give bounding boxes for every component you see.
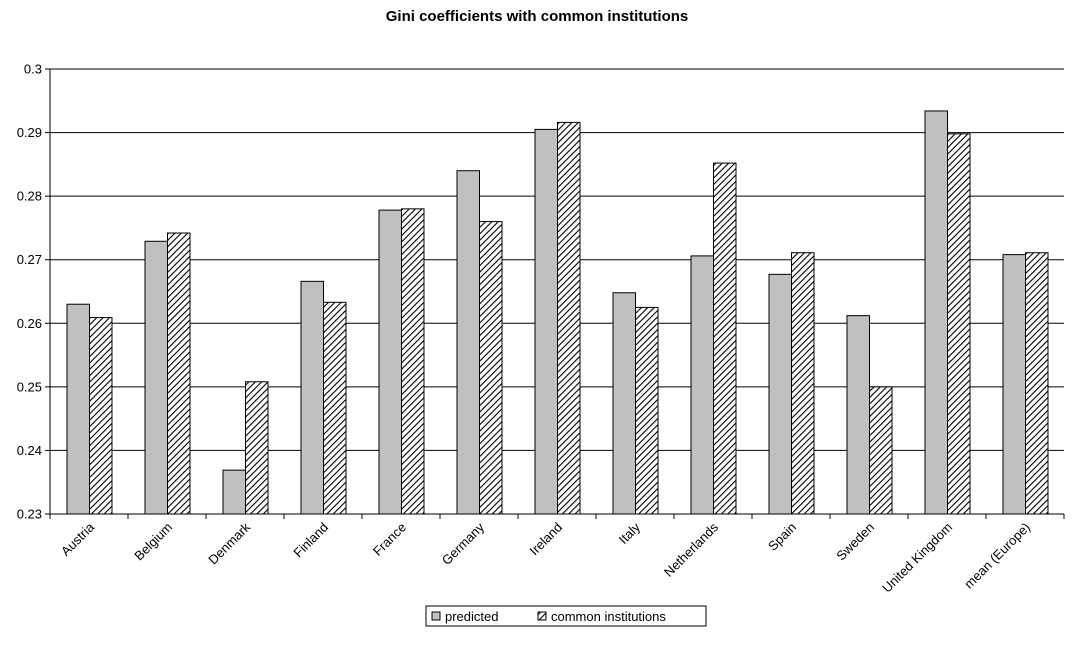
- bar-predicted: [66, 303, 90, 515]
- bar-common-institutions: [1025, 252, 1049, 515]
- bar-common-institutions: [557, 121, 581, 515]
- x-tick-label: France: [370, 520, 409, 559]
- bar-common-institutions: [713, 162, 737, 515]
- y-tick-label: 0.23: [17, 507, 42, 522]
- bar-predicted: [846, 315, 870, 515]
- bar-predicted: [222, 469, 246, 515]
- y-tick-label: 0.25: [17, 379, 42, 394]
- legend-swatch: [431, 611, 441, 621]
- x-tick-label: Denmark: [205, 519, 253, 567]
- x-tick-label: United Kingdom: [879, 520, 955, 596]
- x-tick-label: Italy: [616, 519, 644, 547]
- x-tick-label: Belgium: [131, 520, 175, 564]
- bar-common-institutions: [245, 381, 269, 515]
- bar-predicted: [612, 292, 636, 515]
- bar-common-institutions: [323, 301, 347, 515]
- bar-common-institutions: [479, 221, 503, 515]
- bar-predicted: [924, 110, 948, 515]
- y-tick-label: 0.26: [17, 316, 42, 331]
- y-tick-label: 0.28: [17, 189, 42, 204]
- y-tick-label: 0.3: [24, 62, 42, 77]
- bar-predicted: [300, 280, 324, 515]
- bar-predicted: [534, 128, 558, 515]
- legend-label: predicted: [445, 609, 498, 624]
- legend-label: common institutions: [551, 609, 666, 624]
- bar-common-institutions: [89, 317, 113, 515]
- bar-predicted: [690, 255, 714, 515]
- y-tick-label: 0.29: [17, 125, 42, 140]
- x-tick-label: Netherlands: [661, 519, 722, 580]
- axes: [45, 68, 1065, 519]
- y-tick-label: 0.24: [17, 443, 42, 458]
- bar-common-institutions: [791, 252, 815, 515]
- bar-common-institutions: [635, 306, 659, 515]
- legend-swatch: [537, 611, 547, 621]
- bar-predicted: [456, 170, 480, 515]
- x-tick-label: Finland: [290, 520, 331, 561]
- bar-predicted: [1002, 254, 1026, 515]
- x-tick-labels: Austria Belgium Denmark Finland France German…: [58, 519, 1033, 596]
- bar-common-institutions: [167, 232, 191, 515]
- bar-common-institutions: [401, 208, 425, 515]
- x-tick-label: Ireland: [526, 520, 565, 559]
- bar-predicted: [768, 273, 792, 515]
- y-tick-labels: 0.23 0.24 0.25 0.26 0.27 0.28 0.29 0.3: [17, 62, 42, 522]
- x-tick-label: Sweden: [833, 520, 877, 564]
- x-tick-label: mean (Europe): [961, 520, 1033, 592]
- bar-common-institutions: [947, 133, 971, 515]
- bar-predicted: [144, 240, 168, 515]
- chart-title: Gini coefficients with common institutio…: [386, 8, 689, 25]
- y-tick-label: 0.27: [17, 252, 42, 267]
- x-tick-label: Spain: [765, 520, 799, 554]
- legend-box: [425, 605, 707, 627]
- x-tick-label: Germany: [439, 519, 488, 568]
- x-tick-label: Austria: [58, 519, 98, 559]
- bar-predicted: [378, 209, 402, 515]
- bars: [66, 110, 1049, 515]
- bar-common-institutions: [869, 386, 893, 515]
- legend: predicted common institutions: [425, 605, 707, 627]
